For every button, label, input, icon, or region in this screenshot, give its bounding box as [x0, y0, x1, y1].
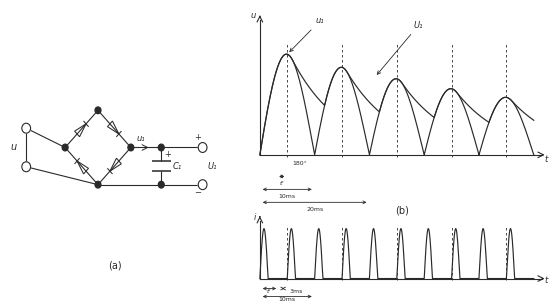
Text: u₁: u₁ — [137, 134, 145, 144]
Circle shape — [95, 181, 101, 188]
Circle shape — [22, 162, 30, 172]
Text: tᶜ: tᶜ — [267, 289, 272, 294]
Text: u: u — [251, 11, 255, 20]
Circle shape — [22, 123, 30, 133]
Text: tᶜ: tᶜ — [279, 181, 284, 186]
Text: +: + — [194, 133, 201, 142]
Circle shape — [158, 144, 164, 151]
Text: C₁: C₁ — [173, 162, 182, 170]
Circle shape — [158, 181, 164, 188]
Text: 3ms: 3ms — [290, 289, 304, 294]
Text: u: u — [11, 143, 17, 152]
Circle shape — [198, 143, 207, 152]
Text: 20ms: 20ms — [306, 207, 324, 212]
Text: t: t — [545, 275, 548, 285]
Circle shape — [62, 144, 68, 151]
Text: i: i — [253, 213, 255, 222]
Text: 10ms: 10ms — [279, 297, 296, 302]
Text: 10ms: 10ms — [279, 194, 296, 199]
Text: +: + — [164, 150, 171, 159]
Text: (b): (b) — [395, 205, 409, 215]
Text: (a): (a) — [108, 261, 122, 271]
Text: u₁: u₁ — [290, 16, 325, 52]
Text: 180°: 180° — [293, 161, 307, 166]
Text: t: t — [545, 155, 548, 164]
Circle shape — [198, 180, 207, 190]
Text: U₁: U₁ — [377, 21, 424, 74]
Circle shape — [128, 144, 134, 151]
Circle shape — [95, 107, 101, 114]
Text: U₁: U₁ — [208, 162, 217, 170]
Text: −: − — [194, 188, 201, 197]
